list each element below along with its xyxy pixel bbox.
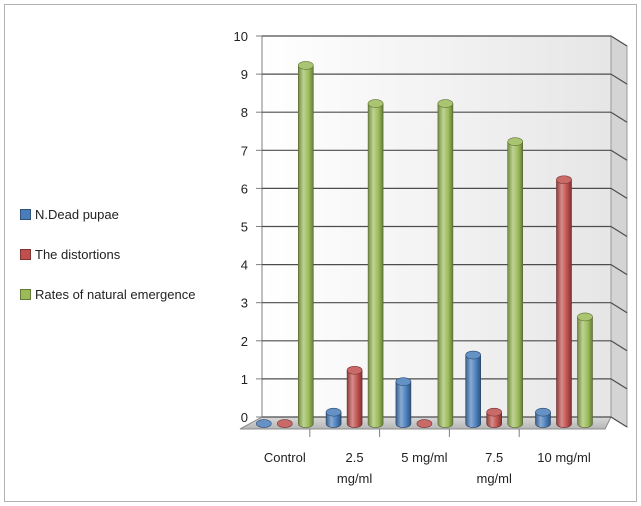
bar <box>395 377 412 428</box>
gridline-side <box>610 302 628 314</box>
bar <box>276 419 293 428</box>
gridline-side <box>610 340 628 352</box>
y-tick-label: 9 <box>241 67 248 82</box>
legend-swatch-dead-pupae <box>20 208 31 220</box>
legend-swatch-distortions <box>20 248 31 260</box>
bar <box>346 365 363 428</box>
y-tick-label: 10 <box>234 29 248 44</box>
y-tick-label: 8 <box>241 105 248 120</box>
bar <box>255 419 272 428</box>
gridline-side <box>610 225 628 238</box>
bar <box>507 137 524 428</box>
bar <box>556 175 572 428</box>
gridline-side <box>610 35 628 47</box>
y-tick-label: 2 <box>241 334 248 349</box>
gridline-side <box>610 73 628 85</box>
gridline-side <box>610 187 628 199</box>
y-axis-ticks: 0 1 2 3 4 5 6 7 8 9 10 <box>234 29 248 425</box>
legend-label: Rates of natural emergence <box>35 286 196 302</box>
bar <box>535 407 551 428</box>
bars <box>255 61 593 428</box>
bar <box>367 99 384 428</box>
legend-item-natural-emergence: Rates of natural emergence <box>20 284 195 304</box>
bar <box>577 312 593 428</box>
gridline-side <box>610 111 628 123</box>
x-tick-label: 2.5 mg/ml <box>337 450 373 486</box>
legend-swatch-natural-emergence <box>20 288 31 300</box>
gridline-side <box>610 264 628 276</box>
x-axis-categories: Control 2.5 mg/ml 5 mg/ml 7.5 mg/ml 10 mg/ml <box>264 429 591 486</box>
legend: N.Dead pupae The distortions Rates of na… <box>20 204 195 324</box>
bar <box>297 61 314 428</box>
bar <box>416 419 433 428</box>
legend-item-dead-pupae: N.Dead pupae <box>20 204 195 224</box>
y-tick-label: 3 <box>241 296 248 311</box>
x-tick-label: Control <box>264 450 306 465</box>
x-tick-label: 5 mg/ml <box>401 450 447 465</box>
x-tick-label: 10 mg/ml <box>537 450 591 465</box>
y-tick-label: 1 <box>241 372 248 387</box>
gridlines <box>256 35 628 428</box>
gridline-side <box>610 149 628 161</box>
legend-item-distortions: The distortions <box>20 244 195 264</box>
gridline-side <box>610 416 628 428</box>
x-tick-label: 7.5 mg/ml <box>477 450 513 486</box>
legend-label: N.Dead pupae <box>35 206 119 222</box>
bar <box>465 350 482 428</box>
legend-label: The distortions <box>35 246 121 262</box>
y-tick-label: 0 <box>241 410 248 425</box>
y-tick-label: 5 <box>241 220 248 235</box>
y-tick-label: 4 <box>241 258 248 273</box>
gridline-side <box>610 378 628 390</box>
bar <box>437 99 454 428</box>
bar <box>486 407 503 428</box>
bar <box>325 407 342 428</box>
y-tick-label: 7 <box>241 143 248 158</box>
y-tick-label: 6 <box>241 181 248 196</box>
